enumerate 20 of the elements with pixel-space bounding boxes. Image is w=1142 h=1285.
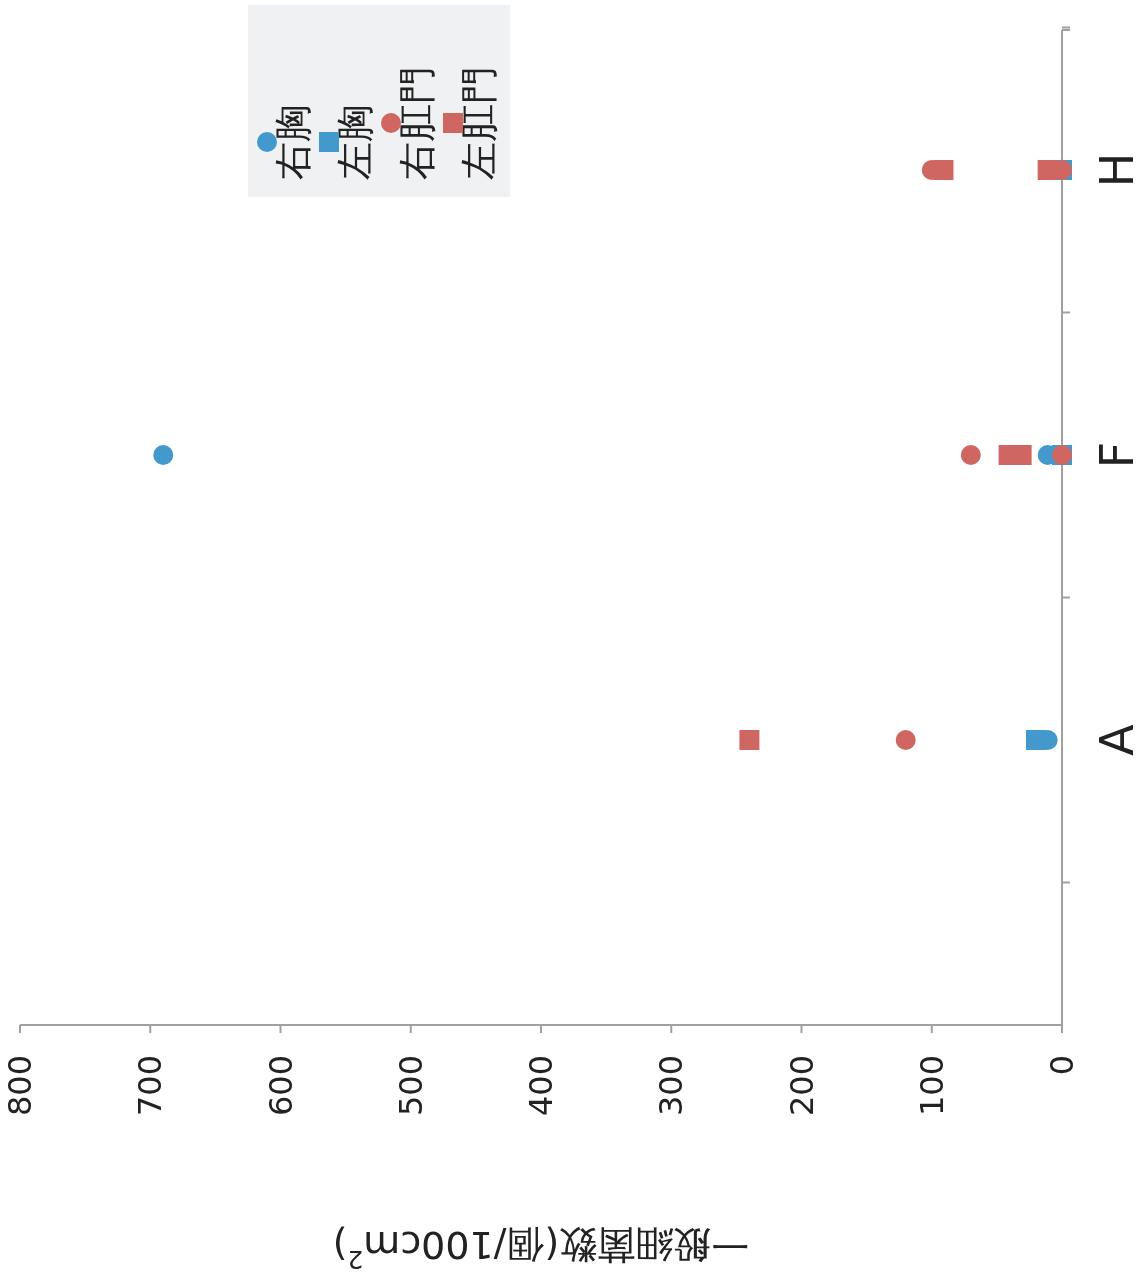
legend-label: 右胸 bbox=[271, 104, 315, 180]
x-tick-label: 200 bbox=[782, 1055, 821, 1117]
x-tick-label: 100 bbox=[912, 1055, 951, 1117]
x-tick-label: 500 bbox=[391, 1055, 430, 1117]
legend-label: 左肛門 bbox=[457, 66, 501, 180]
y-tick-label: A bbox=[1090, 723, 1142, 756]
x-tick-label: 400 bbox=[522, 1055, 560, 1117]
legend-entry: 右胸 bbox=[257, 104, 315, 180]
x-tick-label: 300 bbox=[652, 1055, 691, 1117]
y-tick-label: H bbox=[1090, 152, 1142, 188]
y-tick-label: F bbox=[1090, 441, 1142, 469]
x-tick-label: 700 bbox=[131, 1055, 170, 1117]
x-tick-label: 0 bbox=[1043, 1055, 1081, 1076]
legend-entry: 右肛門 bbox=[381, 66, 439, 180]
legend-entry: 左胸 bbox=[319, 104, 377, 180]
x-tick-label: 600 bbox=[261, 1055, 300, 1117]
legend-label: 左胸 bbox=[333, 104, 377, 180]
legend-label: 右肛門 bbox=[395, 66, 439, 180]
x-tick-label: 800 bbox=[1, 1055, 39, 1117]
legend-entry: 左肛門 bbox=[443, 66, 501, 180]
